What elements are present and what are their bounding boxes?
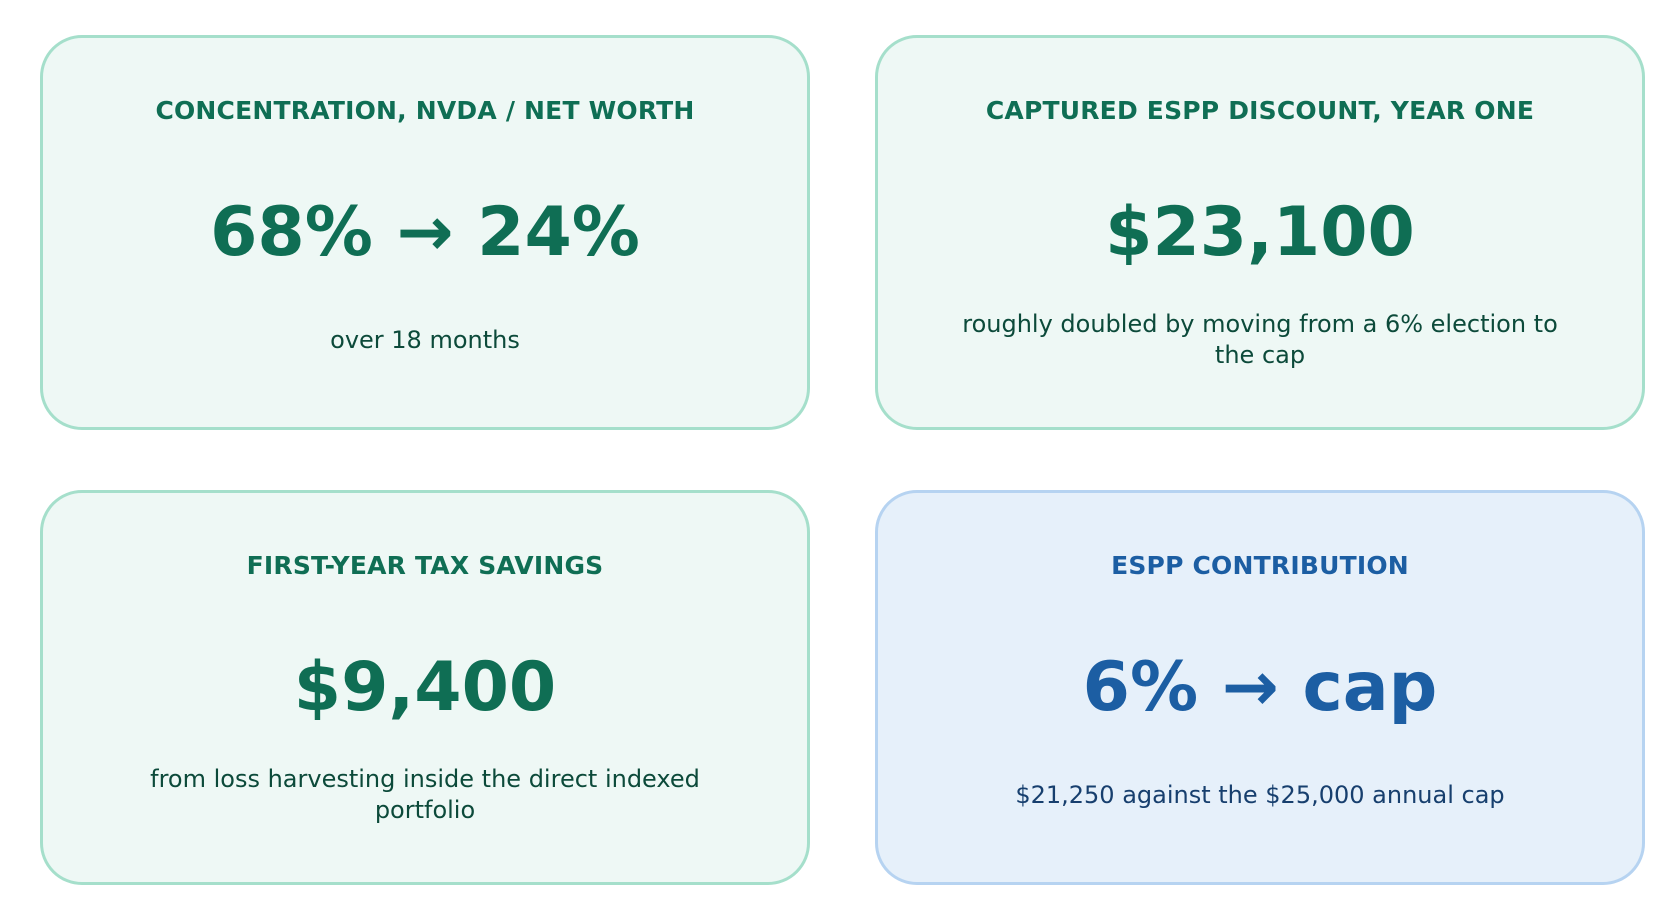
stat-card-note: over 18 months bbox=[330, 325, 520, 354]
stat-card-tax-savings: FIRST-YEAR TAX SAVINGS $9,400 from loss … bbox=[40, 490, 810, 885]
stat-card-label: CONCENTRATION, NVDA / NET WORTH bbox=[155, 96, 695, 125]
stat-card-note-wrapper: over 18 months bbox=[73, 306, 777, 374]
stat-card-value: $9,400 bbox=[293, 648, 557, 727]
stat-card-value: 6% → cap bbox=[1082, 648, 1438, 727]
stat-card-note-wrapper: from loss harvesting inside the direct i… bbox=[73, 761, 777, 829]
stat-card-espp-contribution: ESPP CONTRIBUTION 6% → cap $21,250 again… bbox=[875, 490, 1645, 885]
stat-card-espp-discount: CAPTURED ESPP DISCOUNT, YEAR ONE $23,100… bbox=[875, 35, 1645, 430]
stat-card-value: $23,100 bbox=[1105, 193, 1415, 272]
stat-card-note: from loss harvesting inside the direct i… bbox=[150, 765, 700, 824]
stat-card-label: CAPTURED ESPP DISCOUNT, YEAR ONE bbox=[985, 96, 1535, 125]
stat-card-note: roughly doubled by moving from a 6% elec… bbox=[962, 310, 1558, 369]
stat-card-label: ESPP CONTRIBUTION bbox=[1111, 551, 1409, 580]
stat-card-value: 68% → 24% bbox=[210, 193, 640, 272]
stat-card-label: FIRST-YEAR TAX SAVINGS bbox=[246, 551, 604, 580]
stat-card-note: $21,250 against the $25,000 annual cap bbox=[1015, 780, 1505, 809]
stat-card-concentration: CONCENTRATION, NVDA / NET WORTH 68% → 24… bbox=[40, 35, 810, 430]
stat-card-note-wrapper: $21,250 against the $25,000 annual cap bbox=[908, 761, 1612, 829]
stat-card-note-wrapper: roughly doubled by moving from a 6% elec… bbox=[908, 306, 1612, 374]
